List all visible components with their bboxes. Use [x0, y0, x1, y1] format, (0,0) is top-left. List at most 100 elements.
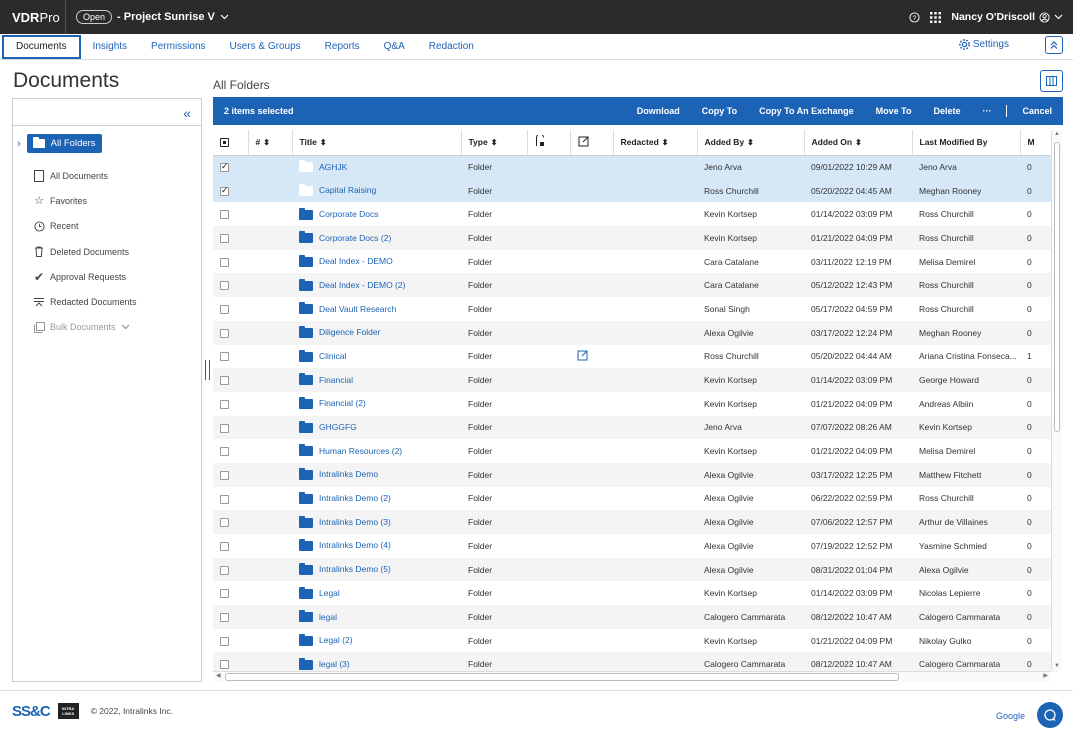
row-select-cell[interactable]	[213, 297, 248, 321]
row-checkbox[interactable]	[220, 589, 229, 599]
sidebar-item-recent[interactable]: Recent	[33, 214, 137, 239]
row-title-cell[interactable]: Human Resources (2)	[292, 439, 461, 463]
collapse-header-button[interactable]	[1045, 36, 1063, 54]
row-title-cell[interactable]: Intralinks Demo (5)	[292, 557, 461, 582]
table-row[interactable]: Legal (2) Folder Kevin Kortsep 01/21/2022 0…	[213, 629, 1058, 653]
vertical-scroll-thumb[interactable]	[1054, 142, 1060, 432]
row-checkbox[interactable]	[220, 541, 229, 551]
tab-redaction[interactable]: Redaction	[428, 40, 474, 52]
row-title-cell[interactable]: Intralinks Demo (2)	[292, 487, 461, 511]
row-title-link[interactable]: legal	[319, 611, 337, 622]
row-title-cell[interactable]: Deal Vault Research	[292, 297, 461, 321]
row-title-cell[interactable]: Corporate Docs (2)	[292, 226, 461, 250]
column-view-button[interactable]	[1040, 70, 1063, 92]
row-title-link[interactable]: Deal Index - DEMO	[319, 256, 393, 267]
row-title-link[interactable]: Deal Index - DEMO (2)	[319, 279, 406, 290]
row-title-link[interactable]: GHGGFG	[319, 422, 357, 433]
column-header-added-on[interactable]: Added On ⬍	[803, 130, 912, 156]
row-checkbox[interactable]	[220, 305, 229, 315]
row-select-cell[interactable]	[213, 605, 248, 629]
table-row[interactable]: Intralinks Demo Folder Alexa Ogilvie 03/17/…	[213, 462, 1058, 487]
row-checkbox[interactable]	[220, 518, 229, 528]
select-all-checkbox[interactable]	[220, 138, 229, 148]
all-folders-pill[interactable]: All Folders	[26, 134, 102, 153]
row-checkbox[interactable]	[220, 636, 229, 646]
table-row[interactable]: Deal Index - DEMO (2) Folder Cara Catalane…	[213, 273, 1058, 298]
horizontal-scrollbar[interactable]: ◀ ▶	[213, 671, 1051, 682]
more-actions-button[interactable]: ···	[982, 106, 992, 116]
row-checkbox[interactable]	[220, 376, 229, 386]
row-title-cell[interactable]: Diligence Folder	[292, 320, 461, 345]
row-select-cell[interactable]	[213, 534, 248, 558]
brand-logo[interactable]: VDR Pro	[0, 0, 66, 34]
row-title-link[interactable]: Legal	[319, 587, 340, 598]
row-checkbox[interactable]	[220, 565, 229, 575]
row-select-cell[interactable]	[213, 202, 248, 226]
row-select-cell[interactable]	[213, 581, 248, 605]
row-select-cell[interactable]	[213, 250, 248, 274]
column-header-added-by[interactable]: Added By ⬍	[696, 130, 804, 156]
copy-to-button[interactable]: Copy To	[701, 106, 738, 116]
column-header-lock[interactable]	[526, 130, 570, 156]
user-menu[interactable]: Nancy O'Driscoll	[951, 11, 1063, 23]
row-select-cell[interactable]	[213, 320, 248, 345]
row-title-link[interactable]: Intralinks Demo (4)	[319, 540, 391, 551]
row-checkbox[interactable]	[220, 399, 229, 409]
tab-permissions[interactable]: Permissions	[151, 40, 206, 52]
row-title-cell[interactable]: Clinical	[292, 345, 461, 369]
row-checkbox[interactable]	[220, 234, 229, 244]
row-title-link[interactable]: Clinical	[319, 350, 347, 361]
tab-reports[interactable]: Reports	[324, 40, 360, 52]
table-row[interactable]: Intralinks Demo (4) Folder Alexa Ogilvie 07…	[213, 534, 1058, 558]
select-all-header[interactable]	[213, 130, 248, 156]
row-title-link[interactable]: Financial	[319, 374, 354, 385]
sidebar-item-approval-requests[interactable]: ✔ Approval Requests	[33, 264, 137, 289]
row-title-link[interactable]: AGHJK	[319, 161, 348, 172]
row-select-cell[interactable]	[213, 226, 248, 250]
table-row[interactable]: Deal Index - DEMO Folder Cara Catalane 03/1…	[213, 250, 1058, 274]
table-row[interactable]: Intralinks Demo (5) Folder Alexa Ogilvie 08…	[213, 557, 1058, 582]
row-select-cell[interactable]	[213, 178, 248, 203]
row-select-cell[interactable]	[213, 510, 248, 534]
row-title-cell[interactable]: legal	[292, 605, 461, 629]
row-title-link[interactable]: Intralinks Demo (5)	[319, 564, 391, 575]
table-row[interactable]: Diligence Folder Folder Alexa Ogilvie 03/17…	[213, 320, 1058, 345]
row-select-cell[interactable]	[213, 155, 248, 179]
row-title-cell[interactable]: Legal	[292, 581, 461, 605]
chevron-right-icon[interactable]: ›	[17, 137, 21, 150]
column-header-notes[interactable]	[569, 130, 613, 156]
tab-users-groups[interactable]: Users & Groups	[229, 40, 301, 52]
row-title-link[interactable]: Corporate Docs (2)	[319, 232, 392, 243]
table-row[interactable]: Capital Raising Folder Ross Churchill05/20…	[213, 178, 1058, 203]
tab-qa[interactable]: Q&A	[383, 40, 405, 52]
table-row[interactable]: legal (3) Folder Calogero Cammarata 08/12/2…	[213, 652, 1058, 672]
row-checkbox[interactable]	[220, 185, 229, 196]
all-folders-node[interactable]: › All Folders	[17, 134, 102, 153]
row-title-cell[interactable]: Corporate Docs	[292, 202, 461, 226]
row-checkbox[interactable]	[220, 257, 229, 267]
move-to-button[interactable]: Move To	[875, 106, 912, 116]
row-checkbox[interactable]	[220, 161, 229, 173]
note-icon[interactable]	[577, 349, 589, 361]
horizontal-scroll-thumb[interactable]	[225, 673, 899, 681]
scroll-right-arrow[interactable]: ▶	[1043, 673, 1048, 679]
row-title-link[interactable]: Legal (2)	[319, 635, 353, 646]
row-title-link[interactable]: Capital Raising	[319, 185, 377, 196]
row-select-cell[interactable]	[213, 345, 248, 369]
tab-insights[interactable]: Insights	[92, 40, 128, 52]
row-title-link[interactable]: Human Resources (2)	[319, 445, 403, 456]
help-icon[interactable]: ?	[909, 11, 920, 23]
row-title-cell[interactable]: Deal Index - DEMO (2)	[292, 273, 461, 298]
table-row[interactable]: Intralinks Demo (2) Folder Alexa Ogilvie 06…	[213, 487, 1058, 511]
row-select-cell[interactable]	[213, 652, 248, 672]
column-header-type[interactable]: Type ⬍	[460, 130, 527, 156]
row-title-link[interactable]: Intralinks Demo (3)	[319, 516, 391, 527]
table-row[interactable]: Deal Vault Research Folder Sonal Singh 05/1…	[213, 297, 1058, 321]
row-title-cell[interactable]: Intralinks Demo	[292, 462, 461, 487]
row-checkbox[interactable]	[220, 423, 229, 433]
column-header-number[interactable]: # ⬍	[247, 130, 292, 156]
chevron-down-icon[interactable]	[121, 324, 130, 330]
row-title-link[interactable]: Intralinks Demo (2)	[319, 493, 391, 504]
row-title-cell[interactable]: Financial (2)	[292, 392, 461, 416]
sidebar-item-redacted[interactable]: Redacted Documents	[33, 289, 137, 314]
